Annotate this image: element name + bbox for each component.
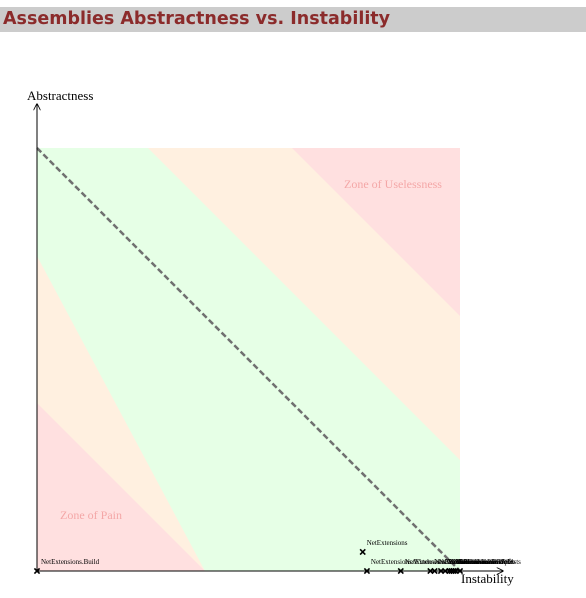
data-point: NetExtensions.Windows [363, 558, 440, 575]
point-marker [397, 567, 404, 575]
point-label: NetExtensions.Text [458, 558, 513, 566]
point-label: NetExtensions.Tests [464, 558, 521, 566]
point-marker [359, 548, 366, 556]
point-marker [431, 567, 438, 575]
point-label: NetExtensions.Forms [453, 558, 514, 566]
point-marker [363, 567, 371, 575]
zone-of-pain-label: Zone of Pain [60, 508, 122, 522]
point-label: NetExtensions.Wpf [456, 558, 512, 566]
point-label: NetExtensions.Net [434, 558, 487, 566]
data-points: NetExtensions.Build NetExtensions NetExten… [33, 539, 521, 575]
x-axis-label: Instability [461, 571, 514, 586]
zone-of-uselessness-area [292, 148, 460, 316]
data-point: NetExtensions.Media [397, 558, 466, 575]
point-marker [456, 567, 464, 575]
zone-of-pain-area [37, 403, 205, 571]
data-point: NetExtensions.Build [33, 558, 100, 575]
zone-of-uselessness-label: Zone of Uselessness [344, 177, 442, 191]
point-label: NetExtensions.Build [41, 558, 100, 566]
point-label: NetExtensions.Xml [439, 558, 494, 566]
point-label: NetExtensions.Media [405, 558, 466, 566]
point-label: NetExtensions.Windows [371, 558, 440, 566]
point-marker [450, 567, 457, 575]
main-sequence-line [36, 147, 461, 572]
data-point: NetExtensions.Text [450, 558, 513, 575]
page-title: Assemblies Abstractness vs. Instability [0, 7, 586, 32]
point-marker [33, 567, 41, 575]
point-label: NetExtensions.Web [460, 558, 516, 566]
y-axis-label: Abstractness [27, 88, 93, 103]
point-label: NetExtensions.IO [445, 558, 495, 566]
data-point: NetExtensions.Tests [456, 558, 521, 575]
point-label: NetExtensions [367, 539, 408, 547]
data-point: NetExtensions.Xml [431, 558, 494, 575]
point-label: NetExtensions.Data [449, 558, 506, 566]
data-point: NetExtensions [359, 539, 408, 556]
